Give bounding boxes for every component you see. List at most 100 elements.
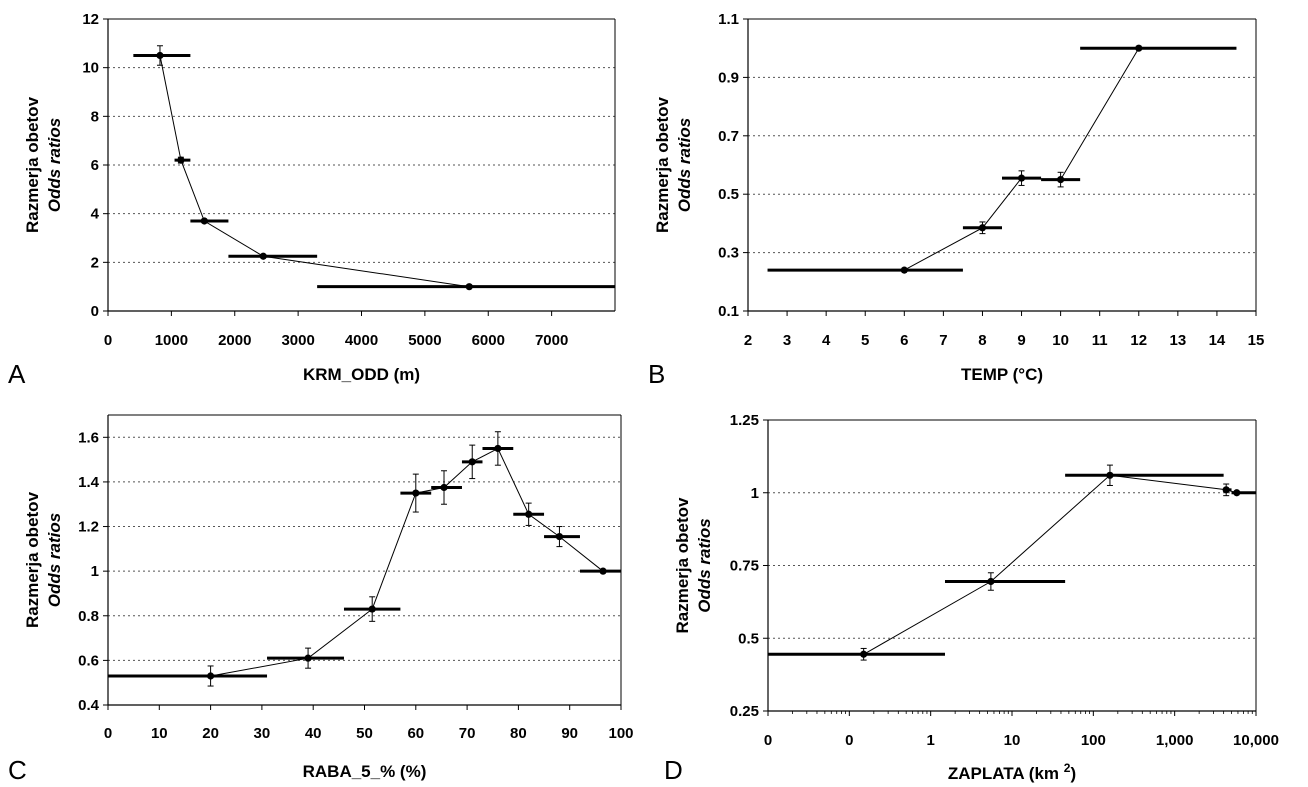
y-tick-label: 4 [91,206,100,223]
x-tick-label: 30 [254,725,271,742]
x-tick-label: 10 [1052,332,1069,349]
x-axis-label: RABA_5_% (%) [303,762,427,781]
x-tick-label: 1,000 [1156,732,1194,749]
x-axis-label: KRM_ODD (m) [303,365,420,384]
x-tick-label: 14 [1209,332,1226,349]
data-point [259,252,267,260]
x-tick-label: 10 [151,725,168,742]
y-tick-label: 0 [91,303,99,320]
data-point [304,654,312,662]
data-point [177,156,185,164]
x-tick-label: 7000 [535,332,568,349]
data-point [1106,471,1114,479]
series-line [904,47,1140,271]
x-tick-label: 6 [900,332,908,349]
y-axis-label-english: Odds ratios [675,118,694,212]
panel-b-chart: 0.1 0.3 0.5 0.7 0.9 1.1 2 3 4 5 6 7 8 9 10 11 12 13 14 15 TE… [648,11,1264,389]
data-point [440,483,448,492]
panel-letter: B [648,359,665,389]
y-tick-label: 2 [91,254,99,271]
y-axis-label: Razmerja obetov [23,96,42,233]
x-tick-label: 7 [939,332,947,349]
data-point [1233,489,1241,497]
panel-a-chart: 0 2 4 6 8 10 12 0 1000 2000 3000 4000 5000 6000 7000 KR… [8,11,616,389]
x-tick-label: 2 [744,332,752,349]
series-line [210,447,604,677]
panel-c-chart: 0.4 0.6 0.8 1 1.2 1.4 1.6 0 10 20 30 40 50 60 70 80 90 10… [8,414,634,785]
x-tick-label: 1 [926,732,934,749]
y-tick-label: 1 [751,485,759,502]
x-tick-label: 4000 [345,332,378,349]
x-axis-label: ZAPLATA (km 2) [948,761,1076,783]
data-point [200,217,208,225]
x-tick-label: 0 [764,732,772,749]
x-tick-label: 10,000 [1233,732,1279,749]
y-tick-label: 0.1 [718,303,739,320]
y-tick-label: 1.6 [78,429,99,446]
y-tick-label: 10 [82,60,99,77]
data-point [525,510,533,518]
data-point [368,605,376,613]
y-tick-label: 1.2 [78,519,99,536]
data-point [156,51,164,60]
y-tick-label: 12 [82,11,99,28]
y-tick-label: 0.7 [718,128,739,145]
y-tick-label: 0.6 [78,652,99,669]
y-tick-label: 1.25 [730,412,759,429]
y-axis-label-english: Odds ratios [695,518,714,612]
x-axis-label: TEMP (°C) [961,365,1043,384]
y-axis-label: Razmerja obetov [673,497,692,634]
x-tick-label: 0 [104,725,112,742]
x-tick-label: 12 [1130,332,1147,349]
y-tick-label: 0.5 [738,630,759,647]
x-tick-label: 70 [459,725,476,742]
panel-letter: C [8,755,27,785]
data-point [978,224,987,232]
data-point [465,283,473,291]
data-point [860,650,868,658]
x-tick-label: 50 [356,725,373,742]
x-tick-label: 2000 [218,332,251,349]
x-tick-label: 11 [1092,332,1108,349]
data-point [555,532,564,541]
data-point [900,266,908,274]
y-tick-label: 0.8 [78,608,99,625]
y-tick-label: 0.5 [718,186,739,203]
data-point [987,577,995,586]
x-tick-label: 100 [608,725,633,742]
panel-d-chart: 0.25 0.5 0.75 1 1.25 0 0 1 10 100 1,000 10,000 ZAPLA… [664,412,1279,785]
y-tick-label: 1.4 [78,474,100,491]
x-tick-label: 60 [407,725,424,742]
x-tick-label: 5000 [408,332,441,349]
data-point [412,489,420,497]
data-point [1017,174,1026,182]
data-point [1222,486,1230,494]
x-tick-label: 15 [1248,332,1265,349]
y-tick-label: 8 [91,108,99,125]
panel-letter: A [8,359,26,389]
data-point [494,444,502,453]
y-axis-label: Razmerja obetov [23,491,42,628]
x-tick-label: 13 [1170,332,1187,349]
x-tick-label: 3000 [281,332,314,349]
x-tick-label: 9 [1017,332,1025,349]
x-tick-label: 80 [510,725,527,742]
y-tick-label: 0.75 [730,558,759,575]
y-tick-label: 6 [91,157,99,174]
y-tick-label: 1 [91,563,99,580]
x-tick-label: 5 [861,332,869,349]
x-tick-label: 10 [1004,732,1021,749]
data-point [1057,176,1065,184]
y-tick-label: 0.25 [730,703,759,720]
x-tick-label: 100 [1081,732,1106,749]
y-axis-label: Razmerja obetov [653,96,672,233]
x-tick-label: 0 [104,332,112,349]
panel-letter: D [664,755,683,785]
x-tick-label: 8 [978,332,986,349]
x-tick-label: 4 [822,332,831,349]
x-tick-label: 20 [202,725,219,742]
x-tick-label: 1000 [155,332,188,349]
x-tick-label: 90 [561,725,578,742]
x-tick-label: 40 [305,725,322,742]
